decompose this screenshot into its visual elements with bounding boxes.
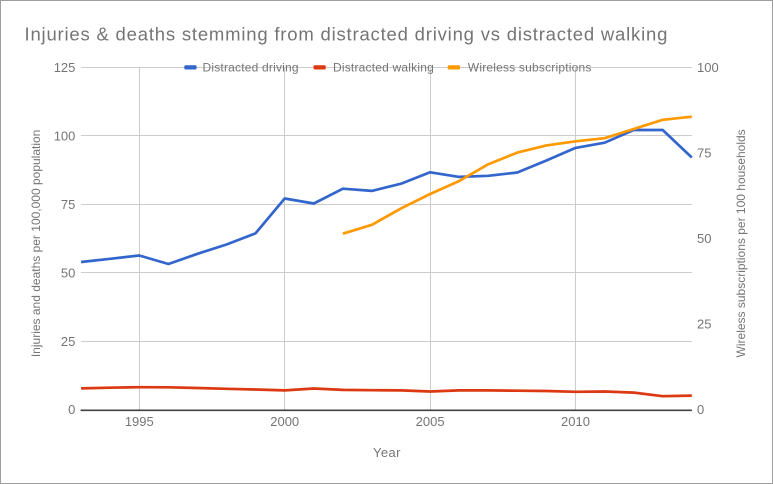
svg-text:Injuries and deaths per 100,00: Injuries and deaths per 100,000 populati… <box>29 130 43 358</box>
svg-text:125: 125 <box>54 60 76 75</box>
svg-text:25: 25 <box>61 334 75 349</box>
svg-text:2005: 2005 <box>416 414 445 429</box>
svg-text:50: 50 <box>61 265 75 280</box>
svg-text:100: 100 <box>697 60 719 75</box>
svg-text:0: 0 <box>68 402 75 417</box>
svg-text:Injuries & deaths stemming fro: Injuries & deaths stemming from distract… <box>25 24 669 45</box>
svg-text:2010: 2010 <box>561 414 590 429</box>
svg-text:Year: Year <box>373 445 401 460</box>
svg-text:Distracted walking: Distracted walking <box>333 61 434 75</box>
svg-text:1995: 1995 <box>125 414 154 429</box>
svg-text:75: 75 <box>697 146 711 161</box>
svg-text:2000: 2000 <box>270 414 299 429</box>
svg-text:75: 75 <box>61 197 75 212</box>
svg-text:0: 0 <box>697 402 704 417</box>
svg-text:100: 100 <box>54 128 76 143</box>
svg-text:25: 25 <box>697 317 711 332</box>
svg-text:50: 50 <box>697 231 711 246</box>
svg-text:Distracted driving: Distracted driving <box>203 61 299 75</box>
svg-text:Wireless subscriptions per 100: Wireless subscriptions per 100 household… <box>734 129 748 357</box>
svg-text:Wireless subscriptions: Wireless subscriptions <box>468 61 592 75</box>
